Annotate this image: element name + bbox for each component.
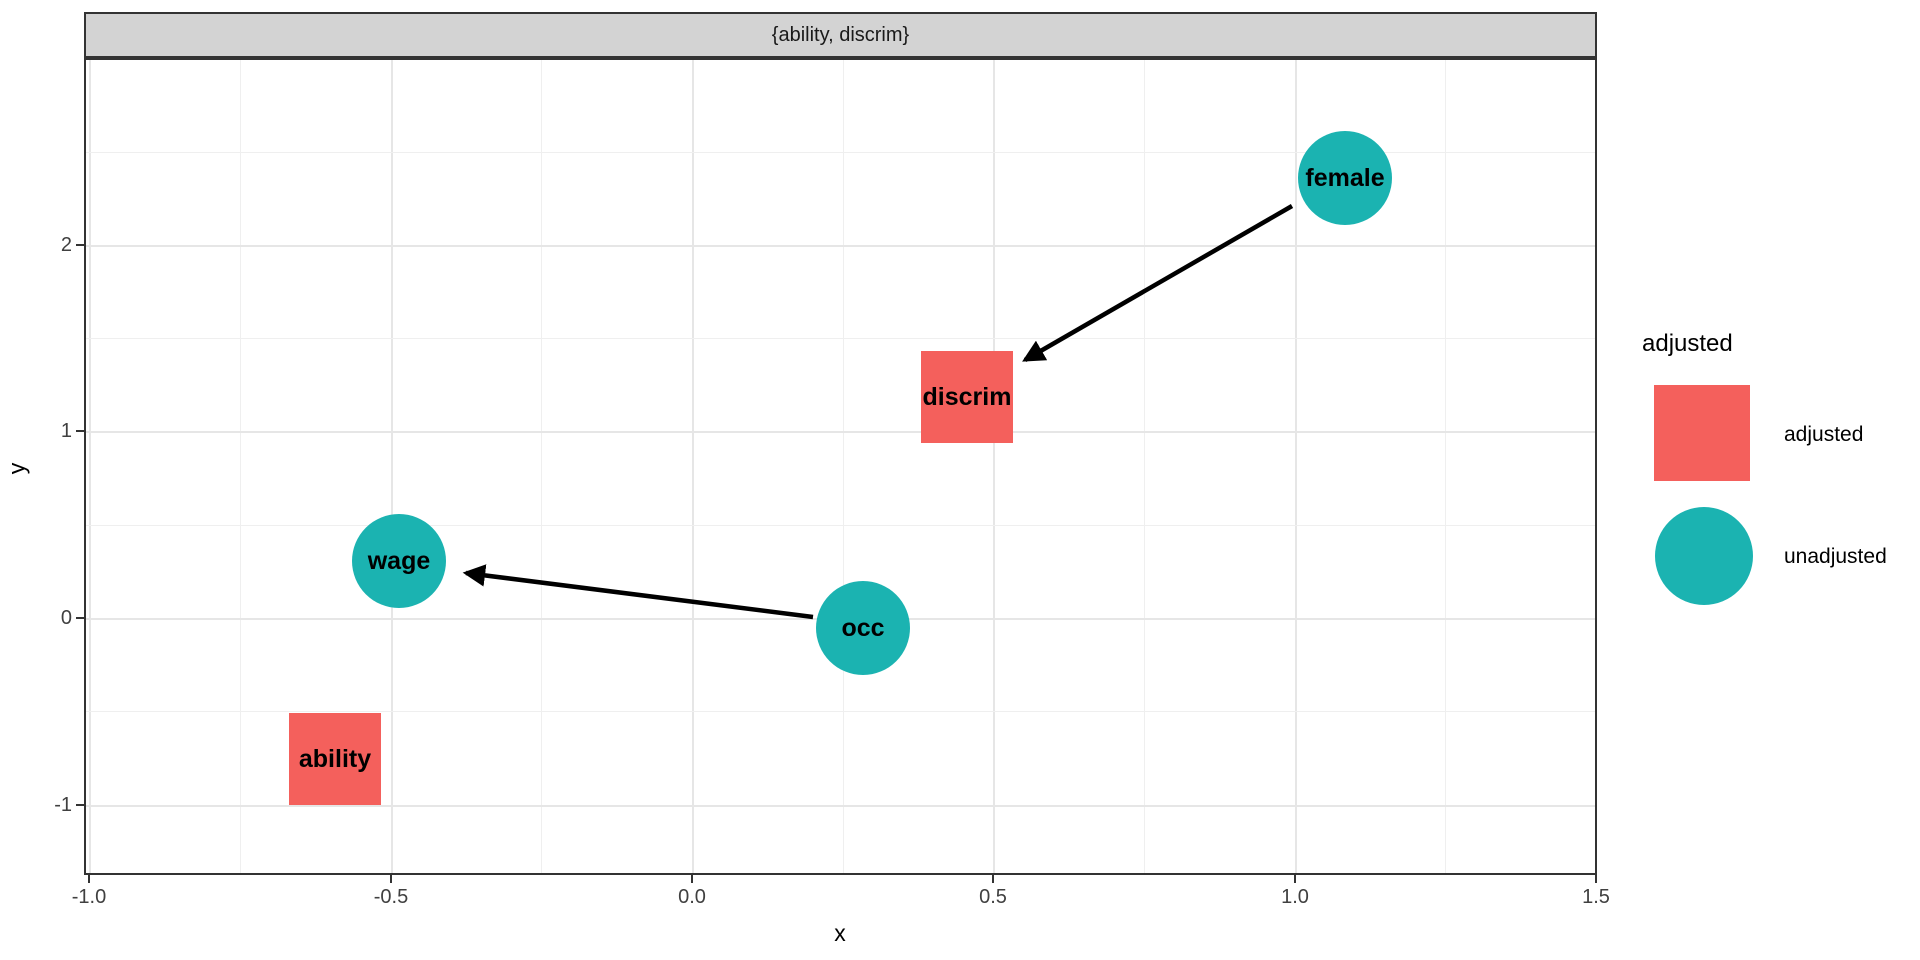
node-label: wage: [367, 546, 431, 575]
legend-item-label: unadjusted: [1784, 545, 1887, 568]
legend: adjusted adjusted unadjusted: [1642, 330, 1912, 605]
y-tick-mark: [76, 617, 84, 619]
x-tick-label: 0.5: [979, 886, 1007, 908]
gridline: [843, 60, 844, 873]
gridline: [692, 60, 694, 873]
node-label: occ: [841, 613, 885, 642]
facet-strip-label: {ability, discrim}: [771, 23, 910, 46]
gridline: [993, 60, 995, 873]
gridline: [541, 60, 542, 873]
node-occ: occ: [816, 581, 910, 675]
x-tick-mark: [691, 875, 693, 883]
gridline: [86, 245, 1595, 247]
gridline: [86, 338, 1595, 339]
legend-circle-swatch-icon: [1655, 507, 1753, 605]
gridline: [240, 60, 241, 873]
x-tick-mark: [390, 875, 392, 883]
gridline: [86, 525, 1595, 526]
facet-strip: {ability, discrim}: [84, 12, 1597, 58]
gridline: [86, 805, 1595, 807]
legend-square-swatch-icon: [1654, 385, 1750, 481]
gridline: [89, 60, 91, 873]
node-ability: ability: [289, 713, 381, 805]
x-tick-label: 0.0: [678, 886, 706, 908]
legend-title: adjusted: [1642, 330, 1733, 357]
gridline: [1144, 60, 1145, 873]
gridline: [86, 152, 1595, 153]
y-tick-mark: [76, 430, 84, 432]
x-tick-label: -1.0: [71, 886, 107, 908]
x-tick-label: 1.0: [1281, 886, 1309, 908]
node-discrim: discrim: [921, 351, 1013, 443]
gridline: [1445, 60, 1446, 873]
gridline: [86, 431, 1595, 433]
node-label: female: [1305, 163, 1385, 192]
node-label: discrim: [922, 382, 1012, 411]
y-tick-mark: [76, 804, 84, 806]
x-tick-mark: [88, 875, 90, 883]
x-tick-label: 1.5: [1582, 886, 1610, 908]
node-female: female: [1298, 131, 1392, 225]
x-tick-mark: [1294, 875, 1296, 883]
y-tick-label: 2: [60, 234, 72, 256]
node-wage: wage: [352, 514, 446, 608]
legend-item-label: adjusted: [1784, 423, 1864, 446]
y-tick-mark: [76, 244, 84, 246]
y-tick-label: -1: [54, 794, 72, 816]
x-tick-mark: [1595, 875, 1597, 883]
gridline: [391, 60, 393, 873]
gridline: [1295, 60, 1297, 873]
x-tick-label: -0.5: [373, 886, 409, 908]
x-axis-title: x: [834, 920, 846, 946]
y-tick-label: 1: [60, 420, 72, 442]
gridline: [86, 711, 1595, 712]
y-axis-title: y: [3, 462, 30, 475]
x-tick-mark: [992, 875, 994, 883]
y-tick-label: 0: [60, 607, 72, 629]
node-label: ability: [298, 744, 372, 773]
